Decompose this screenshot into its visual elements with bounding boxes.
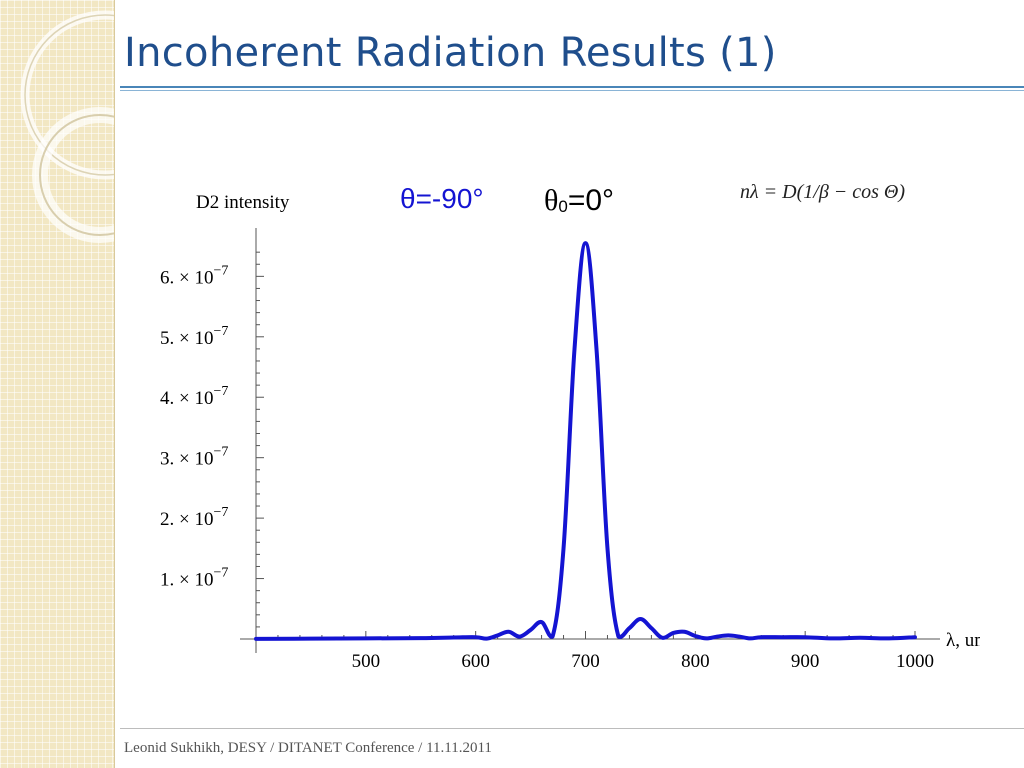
title-divider-thin (120, 90, 1024, 91)
decorative-rings (20, 10, 114, 243)
footer-text: Leonid Sukhikh, DESY / DITANET Conferenc… (124, 740, 492, 756)
y-tick-label: 1. × 10−7 (160, 566, 228, 591)
y-tick-times: × (174, 449, 194, 470)
y-tick-label: 6. × 10−7 (160, 263, 228, 288)
y-tick-mantissa: 3. (160, 449, 174, 470)
title-divider (120, 86, 1024, 88)
y-tick-base: 10 (194, 267, 213, 288)
y-tick-mantissa: 6. (160, 267, 174, 288)
footer-divider (120, 728, 1024, 729)
formula: nλ = D(1/β − cos Θ) (740, 181, 905, 203)
y-tick-base: 10 (194, 570, 213, 591)
y-tick-times: × (174, 328, 194, 349)
y-tick-times: × (174, 388, 194, 409)
y-tick-label: 3. × 10−7 (160, 445, 228, 470)
theta0-subscript: 0 (558, 197, 567, 216)
decorative-side-strip (0, 0, 115, 768)
y-tick-exponent: −7 (213, 445, 228, 460)
y-tick-mantissa: 5. (160, 328, 174, 349)
curve-layer (254, 241, 917, 641)
y-tick-base: 10 (194, 509, 213, 530)
y-tick-exponent: −7 (213, 263, 228, 278)
y-tick-times: × (174, 570, 194, 591)
y-tick-mantissa: 1. (160, 570, 174, 591)
y-tick-mantissa: 2. (160, 509, 174, 530)
x-tick-label: 500 (352, 651, 381, 672)
y-tick-times: × (174, 267, 194, 288)
slide-title: Incoherent Radiation Results (1) (124, 30, 777, 76)
theta-angle-label: θ=-90° (400, 183, 484, 214)
x-tick-label: 800 (681, 651, 710, 672)
x-tick-label: 600 (461, 651, 490, 672)
theta0-value: =0° (568, 184, 614, 217)
x-tick-label: 700 (571, 651, 600, 672)
y-tick-exponent: −7 (213, 505, 228, 520)
y-tick-base: 10 (194, 449, 213, 470)
y-axis-label: D2 intensity (196, 192, 290, 213)
x-tick-label: 1000 (896, 651, 934, 672)
y-tick-label: 2. × 10−7 (160, 505, 228, 530)
y-tick-exponent: −7 (213, 384, 228, 399)
y-tick-label: 5. × 10−7 (160, 324, 228, 349)
theta0-label: θ0=0° (544, 184, 614, 217)
y-tick-exponent: −7 (213, 324, 228, 339)
axes: 1. × 10−72. × 10−73. × 10−74. × 10−75. ×… (160, 228, 940, 672)
intensity-curve (254, 241, 917, 641)
y-tick-base: 10 (194, 388, 213, 409)
x-axis-label: λ, um (946, 630, 980, 651)
intensity-chart: D2 intensity θ=-90° θ0=0° nλ = D(1/β − c… (160, 181, 980, 672)
y-tick-base: 10 (194, 328, 213, 349)
y-tick-times: × (174, 509, 194, 530)
y-tick-label: 4. × 10−7 (160, 384, 228, 409)
y-tick-exponent: −7 (213, 566, 228, 581)
theta0-symbol: θ (544, 184, 558, 217)
y-tick-mantissa: 4. (160, 388, 174, 409)
x-tick-label: 900 (791, 651, 820, 672)
